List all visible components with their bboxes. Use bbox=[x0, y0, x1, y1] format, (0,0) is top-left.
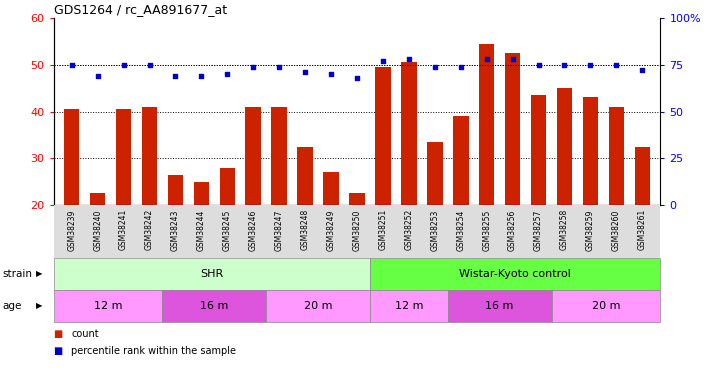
Text: ■: ■ bbox=[54, 346, 63, 355]
Text: GSM38251: GSM38251 bbox=[378, 209, 388, 251]
Bar bbox=[427, 142, 443, 205]
Bar bbox=[54, 290, 163, 322]
Text: ■: ■ bbox=[54, 329, 63, 339]
Bar bbox=[557, 88, 572, 205]
Point bbox=[455, 64, 466, 70]
Text: GSM38259: GSM38259 bbox=[586, 209, 595, 251]
Point bbox=[326, 71, 337, 77]
Bar bbox=[349, 194, 365, 205]
Bar bbox=[551, 290, 660, 322]
Text: GSM38242: GSM38242 bbox=[145, 209, 154, 251]
Text: GSM38246: GSM38246 bbox=[248, 209, 258, 251]
Bar bbox=[266, 290, 370, 322]
Point bbox=[637, 68, 648, 74]
Point bbox=[273, 64, 285, 70]
Bar bbox=[90, 194, 106, 205]
Point bbox=[221, 71, 233, 77]
Text: GSM38257: GSM38257 bbox=[534, 209, 543, 251]
Bar bbox=[163, 290, 266, 322]
Bar bbox=[54, 258, 370, 290]
Bar bbox=[193, 182, 209, 205]
Point bbox=[144, 62, 155, 68]
Text: GSM38240: GSM38240 bbox=[93, 209, 102, 251]
Point bbox=[507, 56, 518, 62]
Text: GSM38248: GSM38248 bbox=[301, 209, 310, 251]
Text: 12 m: 12 m bbox=[395, 301, 423, 311]
Text: GSM38249: GSM38249 bbox=[326, 209, 336, 251]
Text: ▶: ▶ bbox=[36, 302, 42, 310]
Text: 20 m: 20 m bbox=[592, 301, 620, 311]
Point bbox=[377, 58, 388, 64]
Text: GSM38243: GSM38243 bbox=[171, 209, 180, 251]
Text: count: count bbox=[71, 329, 99, 339]
Point bbox=[429, 64, 441, 70]
Point bbox=[170, 73, 181, 79]
Point bbox=[118, 62, 129, 68]
Text: GSM38239: GSM38239 bbox=[67, 209, 76, 251]
Point bbox=[533, 62, 544, 68]
Point bbox=[299, 69, 311, 75]
Text: Wistar-Kyoto control: Wistar-Kyoto control bbox=[459, 269, 571, 279]
Text: GSM38252: GSM38252 bbox=[404, 209, 413, 251]
Text: 12 m: 12 m bbox=[94, 301, 122, 311]
Bar bbox=[168, 175, 183, 205]
Text: 16 m: 16 m bbox=[486, 301, 514, 311]
Bar bbox=[323, 172, 339, 205]
Text: 20 m: 20 m bbox=[304, 301, 332, 311]
Point bbox=[351, 75, 363, 81]
Text: GDS1264 / rc_AA891677_at: GDS1264 / rc_AA891677_at bbox=[54, 3, 226, 16]
Bar bbox=[64, 109, 79, 205]
Text: GSM38258: GSM38258 bbox=[560, 209, 569, 251]
Text: GSM38255: GSM38255 bbox=[482, 209, 491, 251]
Text: GSM38247: GSM38247 bbox=[275, 209, 283, 251]
Text: SHR: SHR bbox=[200, 269, 223, 279]
Text: GSM38245: GSM38245 bbox=[223, 209, 232, 251]
Text: strain: strain bbox=[2, 269, 32, 279]
Text: GSM38256: GSM38256 bbox=[508, 209, 517, 251]
Text: GSM38244: GSM38244 bbox=[197, 209, 206, 251]
Text: GSM38260: GSM38260 bbox=[612, 209, 621, 251]
Text: percentile rank within the sample: percentile rank within the sample bbox=[71, 346, 236, 355]
Text: ▶: ▶ bbox=[36, 270, 42, 279]
Text: age: age bbox=[2, 301, 21, 311]
Text: GSM38250: GSM38250 bbox=[353, 209, 361, 251]
Bar bbox=[448, 290, 551, 322]
Bar bbox=[116, 109, 131, 205]
Text: GSM38254: GSM38254 bbox=[456, 209, 466, 251]
Bar bbox=[505, 53, 521, 205]
Bar bbox=[219, 168, 235, 205]
Point bbox=[481, 56, 493, 62]
Bar bbox=[271, 107, 287, 205]
Bar bbox=[608, 107, 624, 205]
Text: GSM38253: GSM38253 bbox=[431, 209, 439, 251]
Bar bbox=[583, 98, 598, 205]
Point bbox=[559, 62, 570, 68]
Bar bbox=[635, 147, 650, 205]
Text: 16 m: 16 m bbox=[200, 301, 228, 311]
Bar bbox=[401, 62, 417, 205]
Text: GSM38241: GSM38241 bbox=[119, 209, 128, 251]
Point bbox=[403, 56, 415, 62]
Bar bbox=[453, 116, 468, 205]
Bar bbox=[370, 290, 448, 322]
Point bbox=[196, 73, 207, 79]
Bar bbox=[479, 44, 495, 205]
Bar bbox=[246, 107, 261, 205]
Bar bbox=[297, 147, 313, 205]
Point bbox=[248, 64, 259, 70]
Bar bbox=[370, 258, 660, 290]
Bar bbox=[531, 95, 546, 205]
Point bbox=[66, 62, 77, 68]
Point bbox=[92, 73, 104, 79]
Point bbox=[610, 62, 622, 68]
Bar bbox=[142, 107, 157, 205]
Bar bbox=[375, 67, 391, 205]
Point bbox=[585, 62, 596, 68]
Text: GSM38261: GSM38261 bbox=[638, 209, 647, 251]
